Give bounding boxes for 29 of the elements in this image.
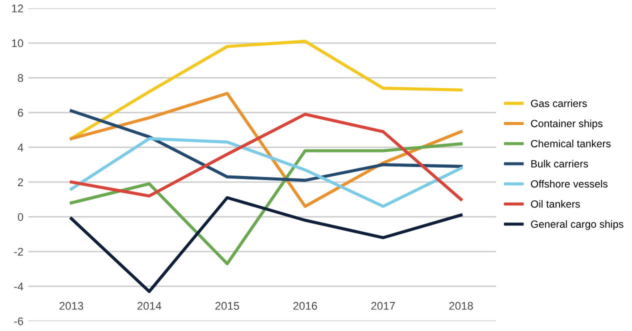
x-tick-label: 2015 — [215, 302, 240, 310]
y-tick-label: -2 — [14, 248, 24, 256]
y-tick-label: 0 — [18, 213, 24, 221]
line-series — [70, 196, 463, 294]
x-tick-label: 2013 — [60, 302, 84, 310]
y-tick-label: 2 — [18, 178, 24, 186]
line-series — [70, 142, 463, 266]
legend-label: General cargo ships — [531, 220, 624, 230]
y-tick-label: 10 — [12, 39, 24, 48]
y-tick-label: 12 — [12, 4, 24, 12]
line-series — [70, 40, 463, 140]
y-tick-label: 8 — [18, 74, 24, 82]
legend-label: Gas carriers — [531, 99, 587, 108]
x-tick-label: 2016 — [293, 302, 318, 310]
legend-label: Offshore vessels — [530, 180, 608, 188]
y-tick-label: 4 — [18, 144, 24, 152]
line-series — [70, 109, 463, 182]
legend-label: Bulk carriers — [531, 160, 588, 168]
y-tick-label: -6 — [14, 317, 24, 326]
legend-label: Container ships — [531, 120, 602, 130]
legend-label: Chemical tankers — [531, 140, 611, 148]
legend-label: Oil tankers — [530, 200, 580, 208]
line-series — [70, 137, 463, 208]
y-tick-label: 6 — [18, 108, 24, 117]
x-tick-label: 2018 — [449, 302, 473, 310]
y-tick-label: -4 — [14, 282, 24, 290]
x-tick-label: 2014 — [137, 302, 162, 310]
line-series — [70, 112, 463, 201]
x-tick-label: 2017 — [371, 302, 395, 310]
